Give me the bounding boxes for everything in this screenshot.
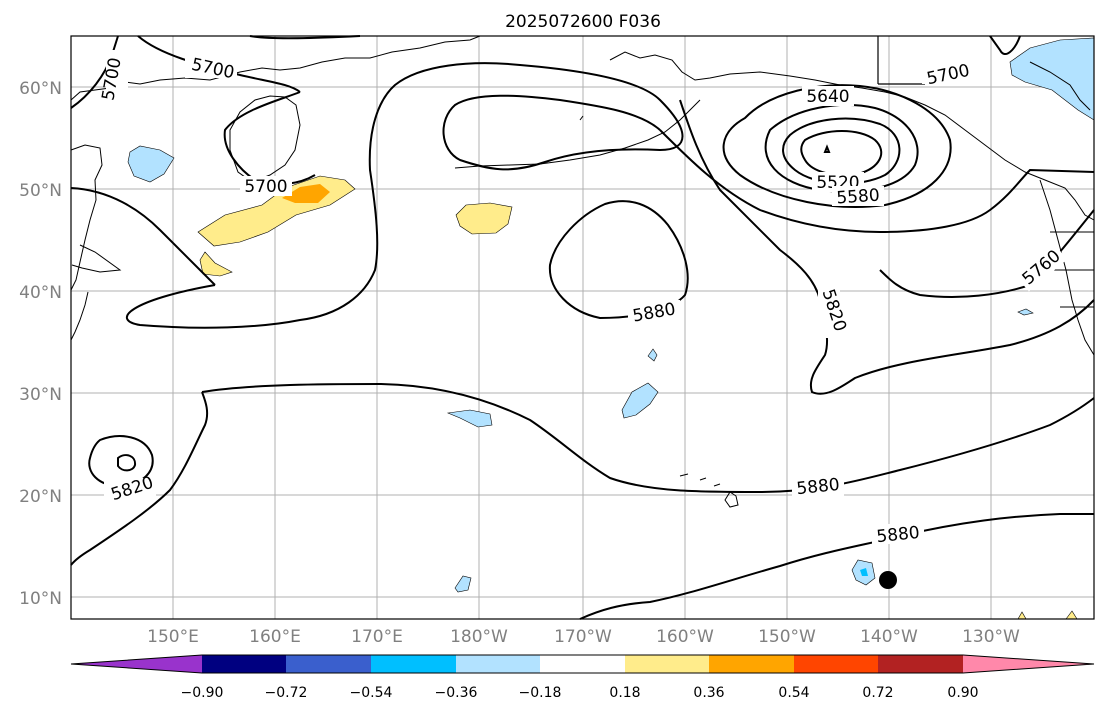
contour-label: 5880 <box>796 475 841 499</box>
gridlines <box>71 36 1094 619</box>
contour-5700-low <box>722 84 952 208</box>
anomaly-shading <box>127 37 1095 620</box>
contour-5820-ridge <box>125 62 684 329</box>
coastline-islet <box>579 115 584 121</box>
lat-tick-label: 10°N <box>19 589 62 609</box>
colorbar-tick-label: −0.72 <box>265 685 308 701</box>
colorbar-tick-label: 0.36 <box>693 685 724 701</box>
political-boundaries <box>877 36 1094 308</box>
colorbar-tick-label: −0.36 <box>435 685 478 701</box>
coastline-kamchatka-west <box>70 144 103 291</box>
negative-anomaly-region <box>647 348 658 362</box>
contour-label: 5700 <box>244 177 287 197</box>
colorbar-segment <box>794 655 878 673</box>
colorbar-segment <box>625 655 709 673</box>
lon-tick-label: 170°E <box>351 627 403 647</box>
contour-5760-east <box>879 209 1095 298</box>
colorbar-tick-labels: −0.90 −0.72 −0.54 −0.36 −0.18 0.18 0.36 … <box>181 685 979 701</box>
positive-anomaly-core <box>282 184 330 203</box>
colorbar-segment <box>71 655 202 673</box>
coastline-hawaii <box>724 491 739 508</box>
map-frame <box>70 35 1095 620</box>
contour-low-center <box>823 144 831 153</box>
colorbar-tick-label: −0.54 <box>350 685 393 701</box>
contour-5580-low <box>782 117 901 185</box>
coastline-north-america-west <box>1039 179 1095 356</box>
negative-anomaly-region <box>621 382 659 419</box>
lon-tick-label: 130°W <box>962 627 1020 647</box>
colorbar-segment <box>286 655 371 673</box>
colorbar-segment <box>371 655 456 673</box>
contour-5820-inner <box>117 454 137 472</box>
lat-tick-label: 30°N <box>19 385 62 405</box>
negative-anomaly-region <box>446 409 493 428</box>
coastline-aleutians <box>454 99 701 169</box>
contour-labels: 5700 5700 5700 5700 5640 5520 5580 5820 … <box>98 50 1068 547</box>
height-contours <box>70 35 1095 620</box>
coastline-kamchatka <box>229 95 301 183</box>
colorbar-segment <box>202 655 286 673</box>
colorbar-tick-label: 0.90 <box>947 685 978 701</box>
map-title: 2025072600 F036 <box>505 12 661 32</box>
contour-label: 5880 <box>876 523 921 547</box>
contour-5760-west <box>70 187 216 286</box>
contour-label: 5580 <box>836 186 881 209</box>
contour-5880-south <box>579 513 1094 620</box>
colorbar-tick-label: 0.18 <box>609 685 640 701</box>
lon-tick-label: 140°W <box>860 627 918 647</box>
negative-anomaly-core <box>860 568 868 576</box>
colorbar-outline <box>70 654 1095 674</box>
lon-tick-label: 150°W <box>758 627 816 647</box>
coastline-alaska <box>609 51 1095 221</box>
coastline-canada-north <box>1029 61 1091 111</box>
map-panel: 5700 5700 5700 5700 5640 5520 5580 5820 … <box>70 35 1095 620</box>
negative-anomaly-region <box>1017 308 1034 316</box>
colorbar-tick-label: 0.54 <box>778 685 809 701</box>
contour-5700-ne <box>989 35 1021 55</box>
contour-5880-central <box>201 382 1095 494</box>
contour-label: 5640 <box>806 87 849 107</box>
lon-tick-label: 150°E <box>147 627 199 647</box>
coastline-kuril <box>71 244 122 273</box>
colorbar-tick-label: 0.72 <box>862 685 893 701</box>
colorbar-tick-label: −0.90 <box>181 685 224 701</box>
longitude-axis-labels: 150°E 160°E 170°E 180°W 170°W 160°W 150°… <box>147 627 1020 647</box>
contour-5820-east <box>679 99 1095 395</box>
coastline-hawaii-islands <box>679 473 721 487</box>
negative-anomaly-region <box>454 575 472 593</box>
colorbar-segment <box>540 655 625 673</box>
lon-tick-label: 160°E <box>249 627 301 647</box>
positive-anomaly-region <box>455 202 513 235</box>
colorbar: −0.90 −0.72 −0.54 −0.36 −0.18 0.18 0.36 … <box>70 654 1095 701</box>
lon-tick-label: 160°W <box>656 627 714 647</box>
colorbar-segment <box>709 655 794 673</box>
negative-anomaly-region <box>127 145 175 183</box>
lat-tick-label: 20°N <box>19 487 62 507</box>
lat-tick-label: 40°N <box>19 283 62 303</box>
latitude-axis-labels: 10°N 20°N 30°N 40°N 50°N 60°N <box>19 79 62 609</box>
lon-tick-label: 170°W <box>554 627 612 647</box>
lat-tick-label: 60°N <box>19 79 62 99</box>
coastline-japan <box>70 291 89 341</box>
colorbar-tick-label: −0.18 <box>519 685 562 701</box>
contour-5760-gulf <box>659 129 1095 234</box>
negative-anomaly-region <box>1009 37 1095 121</box>
colorbar-segment <box>456 655 540 673</box>
lat-tick-label: 50°N <box>19 181 62 201</box>
lon-tick-label: 180°W <box>450 627 508 647</box>
storm-marker <box>879 571 897 589</box>
colorbar-segments <box>70 654 1095 674</box>
colorbar-segment <box>963 655 1094 673</box>
colorbar-segment <box>878 655 963 673</box>
contour-5880-west <box>70 391 209 566</box>
contour-5760-north <box>249 35 361 40</box>
